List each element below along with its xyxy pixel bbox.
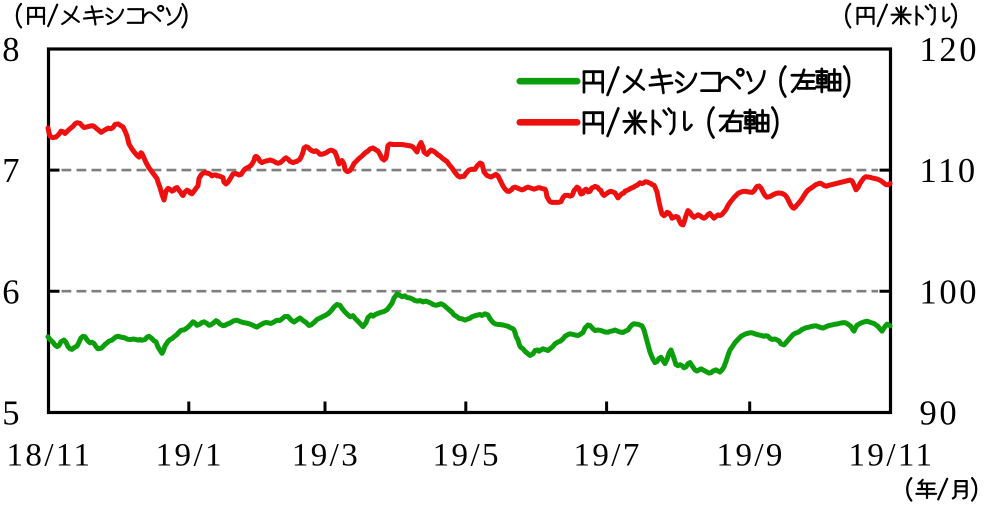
svg-text:6: 6	[2, 273, 19, 311]
svg-text:19/1: 19/1	[156, 438, 224, 474]
svg-text:19/7: 19/7	[573, 438, 641, 474]
svg-text:19/9: 19/9	[717, 438, 785, 474]
svg-text:8: 8	[2, 31, 19, 69]
svg-text:5: 5	[2, 395, 19, 433]
svg-text:19/3: 19/3	[292, 438, 360, 474]
svg-text:100: 100	[920, 273, 980, 311]
svg-text:7: 7	[2, 152, 19, 190]
svg-text:120: 120	[920, 31, 980, 69]
svg-text:18/11: 18/11	[7, 438, 93, 474]
svg-text:110: 110	[920, 152, 978, 190]
svg-text:19/5: 19/5	[433, 438, 501, 474]
svg-text:19/11: 19/11	[849, 438, 935, 474]
svg-text:90: 90	[920, 395, 960, 433]
